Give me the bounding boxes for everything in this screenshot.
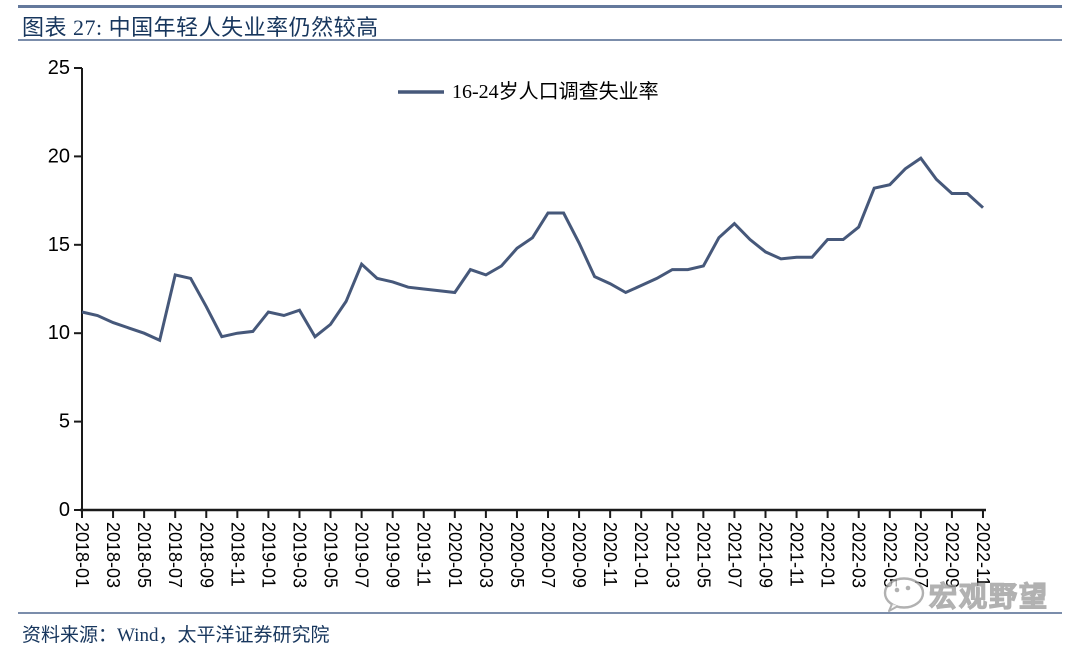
x-tick-label: 2021-01: [631, 522, 651, 588]
x-tick-label: 2020-07: [538, 522, 558, 588]
source-note: 资料来源：Wind，太平洋证券研究院: [22, 625, 330, 646]
x-tick-label: 2020-05: [507, 522, 527, 588]
y-tick-label: 0: [59, 499, 70, 521]
x-tick-label: 2022-09: [942, 522, 962, 588]
x-tick-label: 2019-09: [383, 522, 403, 588]
top-rule: [18, 5, 1062, 8]
figure-title: 图表 27: 中国年轻人失业率仍然较高: [22, 15, 379, 40]
legend: 16-24岁人口调查失业率: [398, 80, 659, 103]
x-tick-label: 2018-07: [165, 522, 185, 588]
y-tick-label: 15: [48, 234, 70, 256]
x-tick-label: 2019-03: [289, 522, 309, 588]
x-tick-label: 2018-11: [227, 522, 247, 587]
y-tick-label: 20: [48, 145, 70, 167]
x-tick-label: 2019-11: [414, 522, 434, 587]
footer-rule: [18, 612, 1062, 614]
x-tick-label: 2020-01: [445, 522, 465, 588]
legend-label: 16-24岁人口调查失业率: [452, 80, 659, 103]
series-line: [81, 156, 985, 343]
watermark-text: 宏观野望: [928, 581, 1050, 613]
x-tick-label: 2020-03: [476, 522, 496, 588]
x-tick-label: 2022-07: [911, 522, 931, 588]
x-tick-label: 2019-01: [258, 522, 278, 588]
x-tick-label: 2021-03: [662, 522, 682, 588]
x-tick-label: 2022-11: [973, 522, 993, 587]
x-tick-label: 2021-07: [724, 522, 744, 588]
series-group: [81, 156, 985, 343]
axes: [74, 67, 986, 518]
x-tick-label: 2020-09: [569, 522, 589, 588]
x-tick-label: 2018-03: [103, 522, 123, 588]
x-axis-labels: 2018-01 2018-03 2018-05 2018-07 2018-09 2018-…: [72, 522, 993, 588]
x-tick-label: 2022-03: [849, 522, 869, 588]
x-tick-label: 2019-05: [321, 522, 341, 588]
x-tick-label: 2022-01: [818, 522, 838, 588]
y-tick-label: 10: [48, 322, 70, 344]
x-tick-label: 2021-09: [755, 522, 775, 588]
x-tick-label: 2022-05: [880, 522, 900, 588]
title-underline: [18, 39, 1062, 41]
x-tick-label: 2020-11: [600, 522, 620, 587]
watermark: 宏观野望: [882, 575, 1049, 615]
y-tick-label: 25: [48, 57, 70, 79]
wechat-icon: [883, 577, 925, 612]
y-axis-labels: 0 5 10 15 20 25: [48, 57, 70, 521]
x-tick-label: 2018-05: [134, 522, 154, 588]
x-tick-label: 2018-01: [72, 522, 92, 588]
x-tick-label: 2021-11: [787, 522, 807, 587]
y-tick-label: 5: [59, 411, 70, 433]
x-tick-label: 2018-09: [196, 522, 216, 588]
x-tick-label: 2021-05: [693, 522, 713, 588]
x-tick-label: 2019-07: [352, 522, 372, 588]
